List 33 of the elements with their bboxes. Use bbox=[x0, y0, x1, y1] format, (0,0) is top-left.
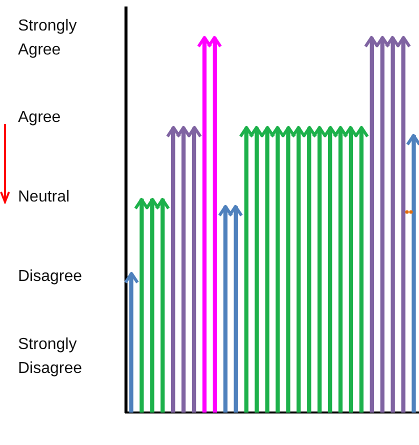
bar bbox=[212, 38, 218, 413]
bar bbox=[370, 38, 374, 413]
bar bbox=[181, 128, 186, 413]
bar bbox=[286, 128, 290, 413]
bar bbox=[338, 128, 343, 413]
bar bbox=[359, 128, 364, 413]
bar bbox=[223, 206, 228, 413]
bar bbox=[265, 128, 270, 413]
bar bbox=[244, 128, 248, 413]
bar bbox=[202, 38, 207, 413]
text: Strongly Disagree bbox=[18, 336, 82, 377]
bar bbox=[276, 128, 280, 413]
bar bbox=[150, 198, 154, 413]
text: Agree bbox=[18, 108, 61, 126]
text: Strongly Agree bbox=[18, 17, 77, 58]
bar bbox=[234, 206, 238, 413]
bar bbox=[390, 38, 395, 413]
text: Neutral bbox=[18, 188, 70, 206]
bar bbox=[254, 128, 259, 413]
bar bbox=[171, 128, 176, 413]
bar bbox=[192, 128, 196, 413]
bar bbox=[129, 274, 134, 413]
bar bbox=[160, 198, 165, 413]
bar bbox=[318, 128, 322, 413]
text: Disagree bbox=[18, 268, 82, 286]
bar bbox=[140, 198, 144, 413]
bar bbox=[401, 38, 406, 413]
bar bbox=[296, 128, 301, 413]
bar bbox=[380, 38, 384, 413]
bar bbox=[412, 135, 416, 413]
bar bbox=[307, 128, 312, 413]
bar bbox=[328, 128, 332, 413]
bar bbox=[348, 128, 354, 413]
